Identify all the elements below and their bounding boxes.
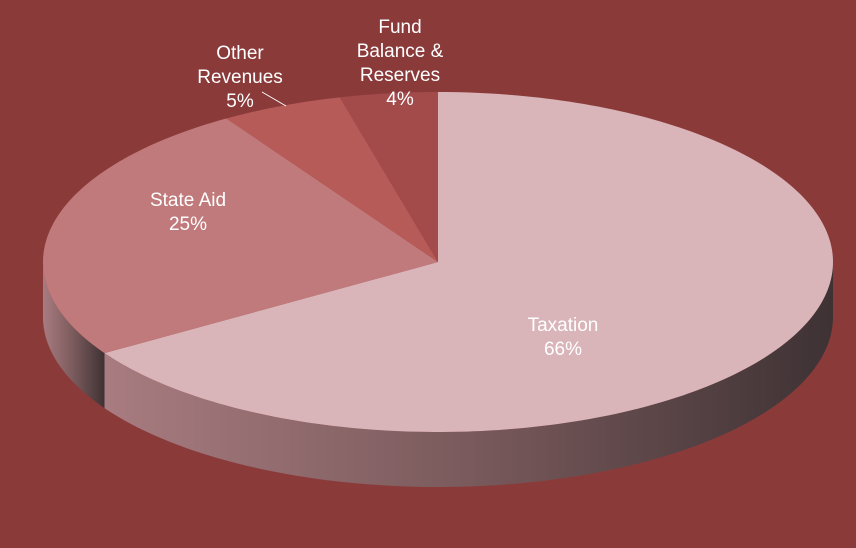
slice-label: Taxation [527, 315, 599, 336]
slice-label: State Aid [149, 190, 227, 211]
slice [226, 97, 438, 262]
slice [104, 92, 833, 432]
tops [43, 92, 833, 432]
slice-value-label: 25% [168, 214, 208, 235]
slice-side [104, 262, 833, 487]
slice-value-label: 66% [543, 339, 583, 360]
slice [339, 92, 438, 262]
slice-side [43, 262, 105, 409]
sides [43, 262, 833, 487]
slice-value-label: 5% [226, 91, 254, 112]
leader-line [261, 91, 287, 107]
slice-label: Fund Balance & Reserves [356, 17, 444, 86]
slice-label: Other Revenues [197, 43, 283, 88]
slice [43, 118, 439, 354]
slice-value-label: 4% [386, 89, 414, 110]
